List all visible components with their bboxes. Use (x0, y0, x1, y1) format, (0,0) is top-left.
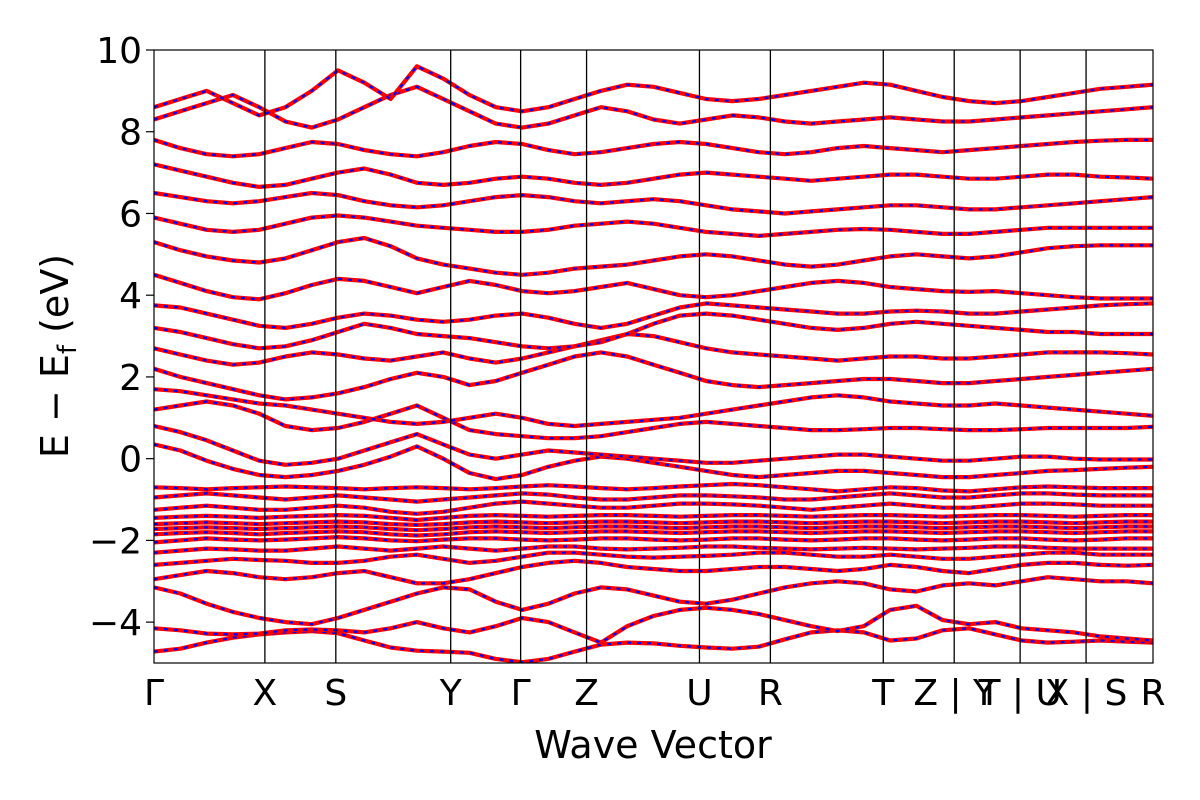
y-tick-label: 10 (96, 31, 142, 72)
band-17-dashed (154, 400, 1153, 440)
x-tick-label: Γ (144, 673, 164, 714)
x-tick-label: U (686, 673, 712, 714)
y-axis-label-main: E − E (33, 354, 77, 458)
plot-frame (153, 49, 1154, 664)
x-tick-label: Z (574, 673, 599, 714)
band-22-dashed (154, 302, 1153, 330)
band-28-dashed (154, 138, 1153, 158)
band-12-dashed (154, 500, 1153, 515)
band-5-dashed (154, 551, 1153, 566)
band-19-dashed (154, 351, 1153, 401)
band-9-dashed (154, 525, 1153, 532)
x-tick-label: S (324, 673, 347, 714)
y-axis-label-unit: (eV) (33, 254, 77, 345)
x-tick-label: R (758, 673, 783, 714)
band-21-dashed (154, 312, 1153, 350)
band-7-dashed (154, 535, 1153, 544)
band-4-solid (154, 558, 1153, 586)
band-13-dashed (154, 492, 1153, 503)
bands-layer (154, 64, 1153, 663)
band-2-dashed (154, 604, 1153, 644)
band-15-dashed (154, 443, 1153, 481)
band-25-solid (154, 213, 1153, 238)
band-14-dashed (154, 482, 1153, 493)
band-11-dashed (154, 513, 1153, 522)
x-tick-label: X (253, 673, 278, 714)
y-tick-label: 2 (119, 358, 142, 399)
x-tick-label: T (871, 673, 895, 714)
y-tick-label: −4 (89, 603, 142, 644)
y-axis-label: E − Ef (eV) (33, 254, 83, 458)
x-tick-label: X | S (1045, 673, 1128, 714)
x-tick-label: R (1140, 673, 1165, 714)
y-axis-label-subscript: f (53, 344, 83, 354)
y-tick-label: 4 (119, 276, 142, 317)
band-20-dashed (154, 332, 1153, 366)
x-tick-label: Z | Y (913, 673, 996, 714)
x-axis-ticks: Γ X S Y Γ Z U R T Z | YT | UX | S R (144, 673, 1166, 714)
x-tick-label: Y (439, 673, 463, 714)
y-tick-label: 8 (119, 113, 142, 154)
y-tick-label: 6 (119, 194, 142, 235)
band-6-dashed (154, 545, 1153, 554)
band-10-dashed (154, 520, 1153, 527)
band-8-dashed (154, 530, 1153, 537)
band-26-dashed (154, 191, 1153, 215)
band-30-dashed (154, 64, 1153, 117)
band-18-solid (154, 387, 1153, 429)
x-tick-label: Γ (511, 673, 531, 714)
x-axis-label: Wave Vector (534, 723, 772, 767)
x-tick-label: T | U (977, 673, 1061, 714)
band-16-dashed (154, 424, 1153, 466)
high-symmetry-lines (264, 50, 1087, 663)
band-23-dashed (154, 273, 1153, 301)
band-3-dashed (154, 576, 1153, 626)
y-axis-ticks: −4 −2 0 2 4 6 8 10 (89, 31, 154, 644)
y-tick-label: 0 (119, 440, 142, 481)
y-tick-label: −2 (89, 521, 142, 562)
band-29-dashed (154, 85, 1153, 129)
band-24-dashed (154, 236, 1153, 276)
band-27-dashed (154, 163, 1153, 189)
